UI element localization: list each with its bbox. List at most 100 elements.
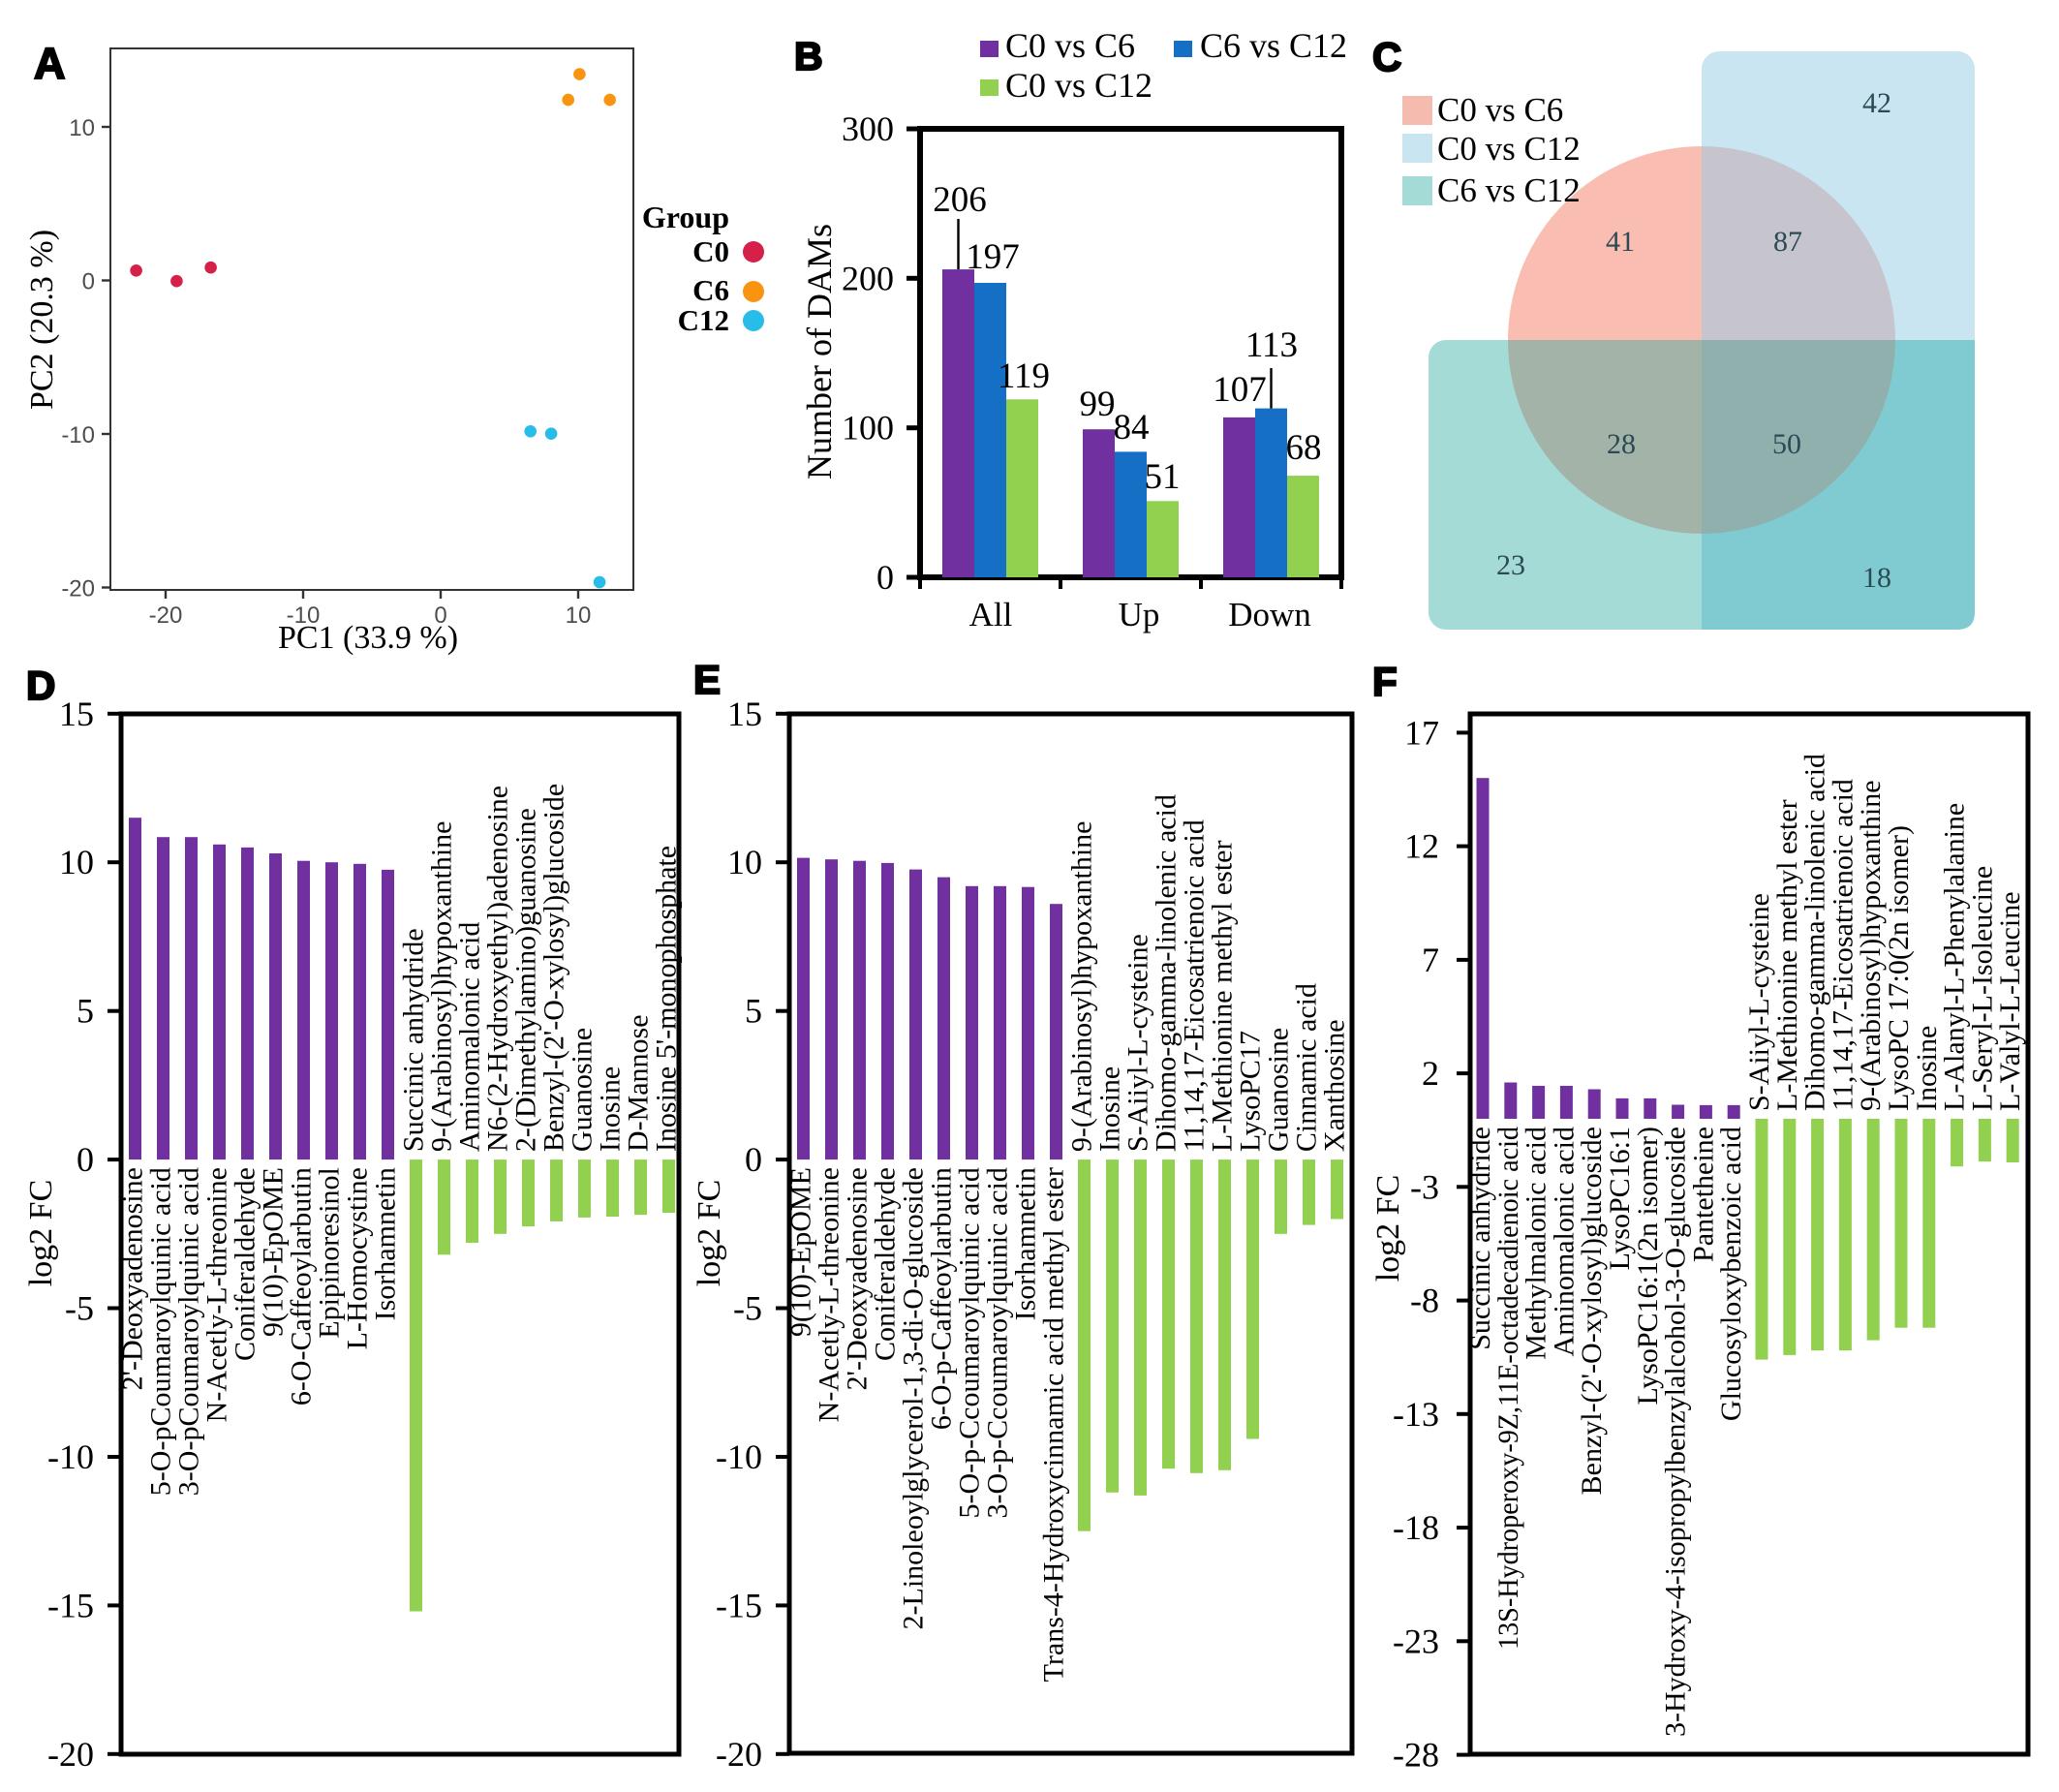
svg-text:Up: Up: [1119, 596, 1160, 633]
svg-text:S-Aiiyl-L-cysteine: S-Aiiyl-L-cysteine: [1122, 934, 1154, 1152]
svg-text:200: 200: [842, 259, 894, 297]
svg-text:All: All: [969, 596, 1013, 633]
svg-text:10: 10: [727, 843, 762, 881]
svg-text:Dihomo-gamma-linolenic acid: Dihomo-gamma-linolenic acid: [1151, 794, 1183, 1152]
svg-text:S-Aiiyl-L-cysteine: S-Aiiyl-L-cysteine: [1743, 893, 1775, 1111]
svg-text:9(10)-EpOME: 9(10)-EpOME: [258, 1167, 290, 1337]
svg-text:Glucosyloxybenzoic acid: Glucosyloxybenzoic acid: [1715, 1127, 1747, 1421]
svg-text:-10: -10: [61, 422, 95, 448]
svg-text:C0: C0: [692, 234, 729, 268]
svg-text:-20: -20: [47, 1735, 94, 1774]
svg-text:-5: -5: [733, 1289, 762, 1328]
svg-text:N6-(2-Hydroxyethyl)adenosine: N6-(2-Hydroxyethyl)adenosine: [482, 786, 514, 1152]
svg-text:C6: C6: [692, 273, 729, 307]
svg-text:N-Acetly-L-threonine: N-Acetly-L-threonine: [814, 1167, 845, 1422]
svg-text:Benzyl-(2'-O-xylosyl)glucoside: Benzyl-(2'-O-xylosyl)glucoside: [1576, 1127, 1608, 1495]
svg-text:51: 51: [1145, 457, 1181, 497]
svg-text:0: 0: [77, 1140, 94, 1179]
svg-text:B: B: [794, 34, 823, 78]
svg-text:-5: -5: [65, 1289, 94, 1328]
svg-text:PC2 (20.3 %): PC2 (20.3 %): [24, 230, 60, 410]
svg-text:5: 5: [745, 992, 762, 1031]
svg-text:Dihomo-gamma-linolenic acid: Dihomo-gamma-linolenic acid: [1799, 754, 1831, 1111]
svg-text:Succinic anhydride: Succinic anhydride: [1464, 1127, 1496, 1350]
svg-text:Guanosine: Guanosine: [1263, 1028, 1295, 1152]
svg-text:-10: -10: [716, 1437, 762, 1476]
svg-text:Guanosine: Guanosine: [567, 1028, 599, 1152]
svg-text:12: 12: [1404, 827, 1439, 866]
svg-text:Inosine: Inosine: [1911, 1026, 1943, 1111]
svg-text:-20: -20: [61, 576, 95, 602]
svg-text:10: 10: [59, 843, 94, 881]
svg-text:C0 vs C6: C0 vs C6: [1005, 26, 1135, 65]
svg-text:119: 119: [998, 356, 1050, 396]
svg-text:-15: -15: [47, 1586, 94, 1624]
svg-text:Isorhamnetin: Isorhamnetin: [1010, 1167, 1042, 1320]
svg-text:9-(Arabinosyl)hypoxanthine: 9-(Arabinosyl)hypoxanthine: [1855, 780, 1887, 1111]
svg-text:L-Homocystine: L-Homocystine: [342, 1167, 374, 1349]
svg-text:L-Methionine methyl ester: L-Methionine methyl ester: [1207, 841, 1239, 1153]
svg-text:-10: -10: [287, 602, 321, 629]
svg-text:197: 197: [966, 237, 1020, 277]
svg-text:3-O-pCoumaroylquinic acid: 3-O-pCoumaroylquinic acid: [173, 1167, 205, 1496]
svg-text:-10: -10: [47, 1437, 94, 1476]
svg-text:Aminomalonic acid: Aminomalonic acid: [454, 922, 486, 1152]
svg-text:113: 113: [1245, 325, 1298, 365]
svg-text:13S-Hydroperoxy-9Z,11E-octadec: 13S-Hydroperoxy-9Z,11E-octadecadienoic a…: [1492, 1127, 1524, 1650]
svg-text:-28: -28: [1393, 1736, 1439, 1775]
svg-text:15: 15: [59, 695, 94, 733]
svg-text:LysoPC16:1(2n isomer): LysoPC16:1(2n isomer): [1632, 1127, 1664, 1406]
svg-text:9(10)-EpOME: 9(10)-EpOME: [785, 1167, 817, 1337]
svg-text:Group: Group: [642, 200, 729, 234]
svg-text:107: 107: [1213, 370, 1267, 410]
svg-text:Succinic anhydride: Succinic anhydride: [398, 928, 430, 1152]
svg-text:84: 84: [1114, 408, 1150, 448]
svg-text:18: 18: [1862, 562, 1891, 594]
svg-text:Coniferaldehyde: Coniferaldehyde: [230, 1167, 261, 1361]
svg-text:300: 300: [842, 109, 894, 148]
svg-text:L-Methionine methyl ester: L-Methionine methyl ester: [1771, 799, 1803, 1111]
svg-text:D: D: [26, 663, 55, 708]
svg-text:41: 41: [1606, 226, 1635, 258]
svg-text:99: 99: [1080, 385, 1116, 424]
svg-text:28: 28: [1607, 428, 1636, 460]
svg-text:2: 2: [1422, 1054, 1439, 1093]
svg-text:L-Valyl-L-Leucine: L-Valyl-L-Leucine: [1994, 891, 2026, 1111]
svg-text:LysoPC17: LysoPC17: [1235, 1031, 1267, 1152]
svg-text:A: A: [34, 39, 66, 88]
svg-text:Xanthosine: Xanthosine: [1319, 1019, 1351, 1152]
svg-text:LysoPC 17:0(2n isomer): LysoPC 17:0(2n isomer): [1883, 825, 1915, 1111]
svg-text:15: 15: [727, 695, 762, 733]
svg-text:5-O-p-Ccoumaroylquinic acid: 5-O-p-Ccoumaroylquinic acid: [954, 1167, 986, 1518]
svg-text:-23: -23: [1393, 1622, 1439, 1660]
svg-text:Number of DAMs: Number of DAMs: [800, 224, 839, 479]
svg-text:Inosine 5'-monophosphate: Inosine 5'-monophosphate: [651, 846, 683, 1152]
svg-text:50: 50: [1772, 428, 1801, 460]
svg-text:D-Mannose: D-Mannose: [623, 1014, 655, 1152]
svg-text:Epipinoresinol: Epipinoresinol: [314, 1167, 346, 1339]
svg-text:L-Seryl-L-Isoleucine: L-Seryl-L-Isoleucine: [1966, 866, 1998, 1111]
svg-text:100: 100: [842, 409, 894, 448]
svg-text:2-Linoleoylglycerol-1,3-di-O-g: 2-Linoleoylglycerol-1,3-di-O-glucoside: [898, 1167, 930, 1629]
svg-text:L-Alanyl-L-Phenylalanine: L-Alanyl-L-Phenylalanine: [1939, 803, 1971, 1111]
svg-text:Inosine: Inosine: [595, 1066, 627, 1152]
svg-text:log2 FC: log2 FC: [691, 1180, 727, 1287]
svg-text:-20: -20: [716, 1735, 762, 1774]
svg-text:7: 7: [1422, 941, 1439, 979]
svg-text:Pantetheine: Pantetheine: [1687, 1127, 1719, 1262]
svg-text:10: 10: [69, 115, 95, 141]
svg-text:log2 FC: log2 FC: [1370, 1175, 1406, 1282]
svg-text:11,14,17-Eicosatrienoic acid: 11,14,17-Eicosatrienoic acid: [1827, 779, 1859, 1111]
svg-text:11,14,17-Eicosatrienoic acid: 11,14,17-Eicosatrienoic acid: [1179, 819, 1211, 1152]
svg-text:-13: -13: [1393, 1395, 1439, 1434]
svg-text:2'-Deoxyadenosine: 2'-Deoxyadenosine: [117, 1167, 149, 1390]
svg-text:C0 vs C12: C0 vs C12: [1437, 130, 1581, 168]
svg-text:0: 0: [876, 558, 894, 597]
svg-text:68: 68: [1286, 428, 1322, 468]
svg-text:C: C: [1372, 34, 1401, 79]
svg-text:Down: Down: [1228, 596, 1311, 633]
svg-text:0: 0: [745, 1140, 762, 1179]
svg-text:Methylmalonic acid: Methylmalonic acid: [1521, 1127, 1552, 1360]
svg-text:17: 17: [1404, 713, 1439, 752]
svg-text:Coniferaldehyde: Coniferaldehyde: [870, 1167, 902, 1361]
